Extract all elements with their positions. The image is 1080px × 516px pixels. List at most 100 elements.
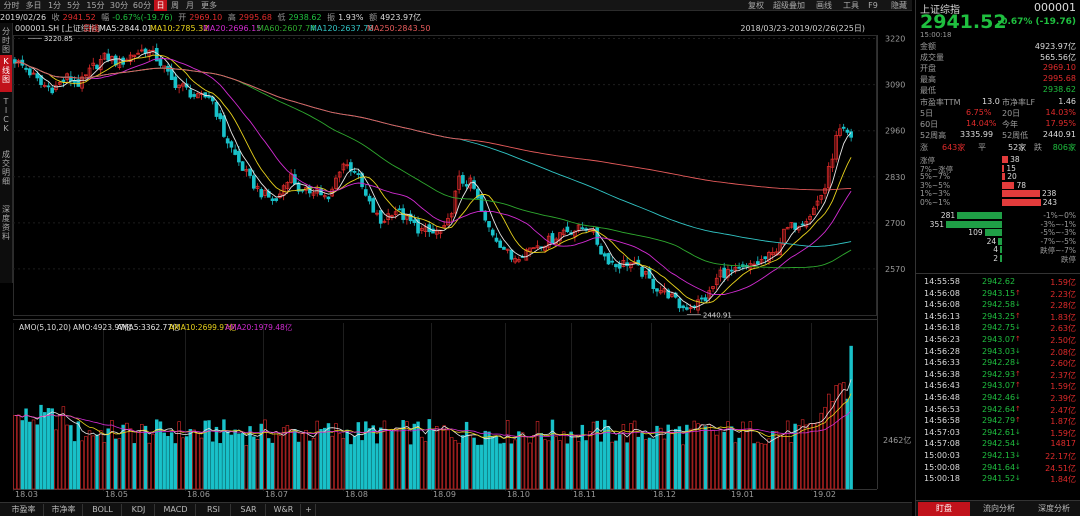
- dist-down-count: 351: [929, 219, 944, 229]
- candle-body: [233, 149, 237, 155]
- dist-up-bar: [1002, 164, 1005, 172]
- candle-body: [699, 297, 704, 300]
- period-tab-5[interactable]: 30分: [109, 1, 129, 10]
- ma10-label: MA10:2785.32: [150, 24, 208, 33]
- left-tab-4[interactable]: 深度资料: [2, 205, 10, 241]
- period-tab-0[interactable]: 分时: [3, 1, 20, 10]
- period-tab-3[interactable]: 5分: [66, 1, 81, 10]
- indicator-tab-0[interactable]: 市盈率: [4, 504, 44, 516]
- tick-price: 2942.62: [982, 277, 1016, 286]
- volume-bar: [43, 412, 47, 490]
- volume-bar: [640, 432, 644, 490]
- indicator-tab-1[interactable]: 市净率: [45, 504, 83, 516]
- price-tick-label: 3090: [885, 81, 905, 90]
- volume-bar: [580, 424, 585, 490]
- tool-tab-2[interactable]: 画线: [816, 1, 832, 10]
- volume-bar: [285, 425, 290, 490]
- period-tab-4[interactable]: 15分: [86, 1, 105, 10]
- date-tick-label: 19.01: [731, 490, 754, 499]
- info-low-label: 低: [277, 13, 286, 22]
- panel-tab-0[interactable]: 盯盘: [918, 502, 970, 516]
- return-label: 60日: [920, 120, 939, 129]
- candle-body: [770, 252, 775, 256]
- period-tab-8[interactable]: 周: [171, 1, 179, 10]
- panel-tab-1[interactable]: 流向分析: [983, 504, 1015, 513]
- ma-code: 000001.SH [上证综指]: [15, 23, 100, 33]
- candle-body: [54, 85, 58, 91]
- volume-bar: [102, 442, 107, 490]
- return-value: 14.03%: [1045, 108, 1076, 117]
- panel-tab-2[interactable]: 深度分析: [1038, 504, 1070, 513]
- candle-body: [685, 307, 689, 310]
- candle-body: [296, 182, 301, 192]
- dist-up-count: 78: [1016, 180, 1026, 190]
- tool-tab-3[interactable]: 工具: [843, 1, 859, 10]
- volume-bar: [319, 429, 323, 490]
- ma120-line: [14, 61, 852, 247]
- indicator-tab-4[interactable]: MACD: [156, 504, 196, 516]
- tick-price: 2942.13: [982, 451, 1016, 460]
- tool-tab-0[interactable]: 复权: [748, 1, 764, 10]
- volume-bar: [300, 433, 305, 490]
- indicator-tab-6[interactable]: SAR: [232, 504, 266, 516]
- ma5-line: [14, 51, 852, 309]
- indicator-tab-2[interactable]: BOLL: [84, 504, 122, 516]
- period-tab-1[interactable]: 多日: [25, 1, 42, 10]
- stat-value: 4923.97亿: [1034, 42, 1076, 51]
- tool-tab-5[interactable]: 隐藏: [891, 1, 907, 10]
- volume-bar: [87, 430, 92, 490]
- candle-body: [449, 213, 454, 218]
- volume-bar: [771, 431, 775, 490]
- candle-body: [251, 175, 256, 189]
- ama20-line: [14, 410, 852, 438]
- volume-bar: [188, 429, 193, 490]
- candle-body: [225, 138, 230, 144]
- volume-bar: [498, 443, 502, 490]
- amo-value: AMO:4923.97亿: [73, 322, 132, 332]
- volume-bar: [520, 432, 525, 490]
- volume-bar: [707, 424, 711, 490]
- indicator-tab-8[interactable]: +: [302, 504, 316, 516]
- date-tick-label: 18.09: [433, 490, 456, 499]
- tick-price: 2942.28: [982, 358, 1016, 368]
- period-tab-9[interactable]: 月: [186, 1, 194, 10]
- candle-body: [505, 248, 510, 251]
- volume-bar: [155, 419, 159, 490]
- volume-bar: [16, 414, 21, 490]
- tool-tab-4[interactable]: F9: [868, 1, 878, 10]
- volume-bar: [603, 419, 607, 490]
- candle-body: [580, 227, 585, 230]
- indicator-tab-5[interactable]: RSI: [197, 504, 231, 516]
- tick-time: 14:55:58: [924, 277, 960, 286]
- date-tick-label: 18.08: [345, 490, 368, 499]
- left-tab-3[interactable]: 成交明细: [2, 150, 10, 186]
- left-tab-0[interactable]: 分时图: [2, 27, 10, 54]
- period-tab-6[interactable]: 60分: [132, 1, 152, 10]
- breadth-flat: 52家: [1008, 143, 1027, 152]
- candle-body: [487, 221, 491, 228]
- indicator-tab-3[interactable]: KDJ: [123, 504, 155, 516]
- volume-bar: [408, 444, 413, 490]
- volume-bar: [76, 421, 81, 490]
- indicator-tab-7[interactable]: W&R: [267, 504, 301, 516]
- volume-bar: [644, 439, 648, 490]
- candle-body: [688, 307, 693, 310]
- dist-up-count: 20: [1007, 172, 1017, 181]
- volume-bar: [785, 420, 790, 490]
- volume-bar: [401, 420, 405, 490]
- dist-up-label: 5%~7%: [920, 172, 951, 181]
- tool-tab-1[interactable]: 超级叠加: [773, 1, 805, 10]
- volume-bar: [39, 404, 43, 490]
- volume-bar: [666, 424, 670, 490]
- pe-value: 13.0: [982, 97, 1000, 106]
- candle-body: [397, 208, 402, 211]
- info-high: 2995.68: [238, 13, 272, 22]
- period-tab-10[interactable]: 更多: [201, 1, 217, 10]
- period-tab-7[interactable]: 日: [154, 0, 167, 11]
- kline-chart[interactable]: 000001.SH [上证综指] 日线 MA5:2844.01 MA10:278…: [13, 23, 912, 502]
- volume-bar: [759, 443, 764, 490]
- period-tab-2[interactable]: 1分: [47, 1, 62, 10]
